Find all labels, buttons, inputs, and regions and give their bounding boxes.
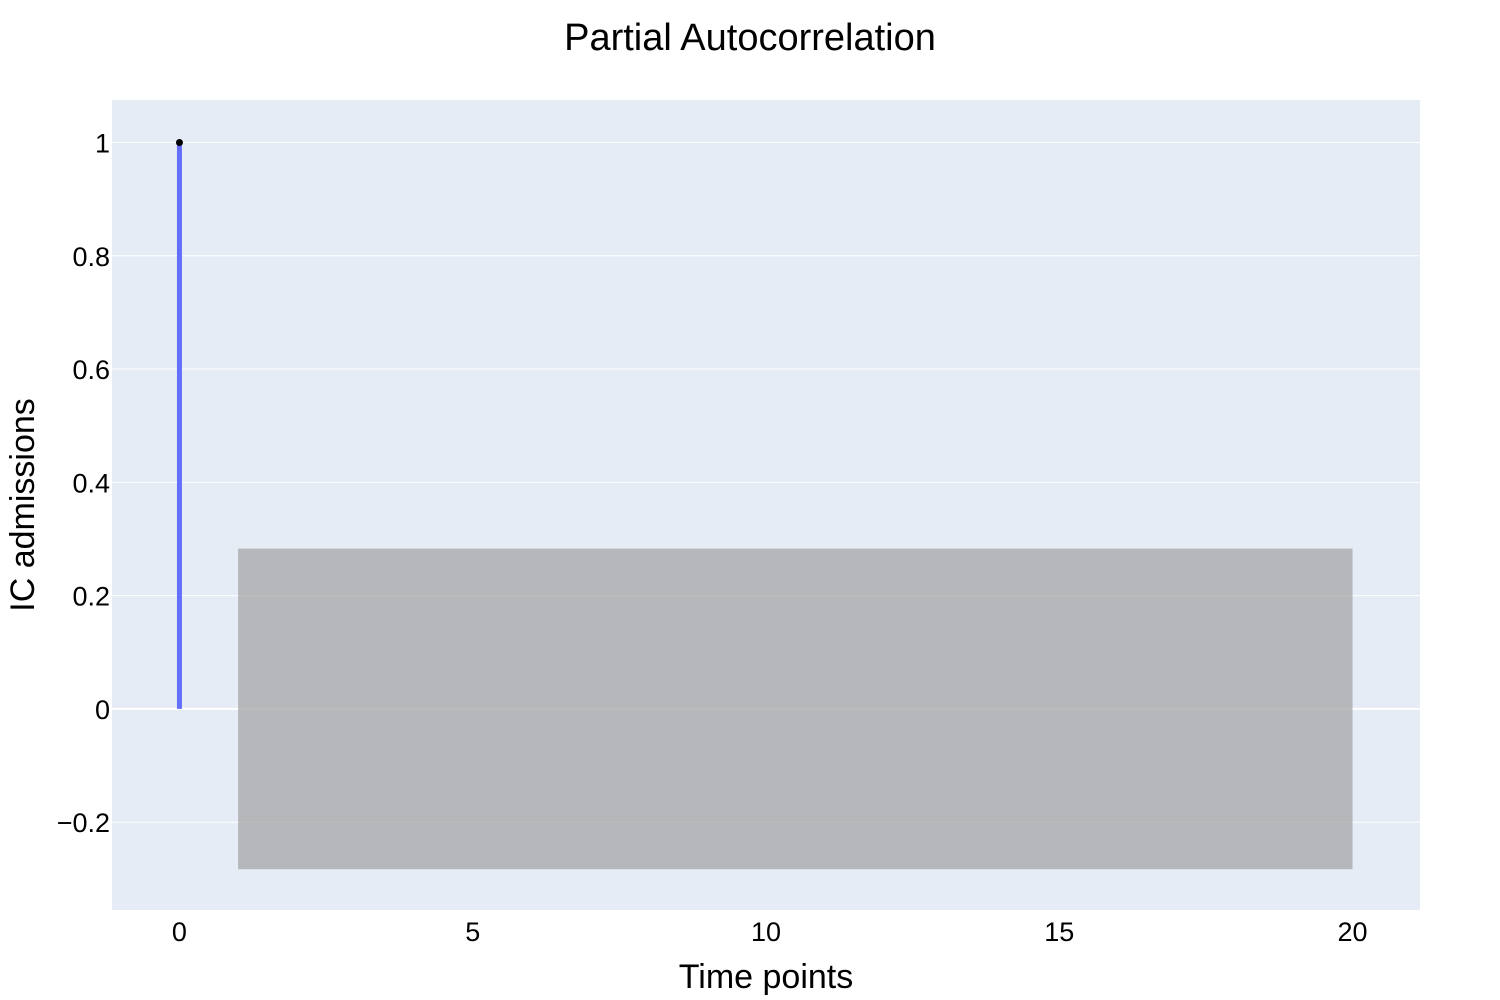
x-tick-label: 0 xyxy=(172,917,187,947)
x-tick-label: 15 xyxy=(1044,917,1074,947)
y-axis-title: IC admissions xyxy=(4,398,42,612)
confidence-band xyxy=(238,548,1353,870)
x-tick-label: 5 xyxy=(465,917,480,947)
y-tick-label: 0.6 xyxy=(72,355,110,385)
y-tick-label: 0.4 xyxy=(72,468,110,498)
y-axis-ticks: −0.2 0 0.2 0.4 0.6 0.8 1 xyxy=(57,128,110,838)
x-axis-title: Time points xyxy=(679,958,853,996)
y-tick-label: −0.2 xyxy=(57,808,110,838)
y-tick-label: 1 xyxy=(95,128,110,158)
x-axis-ticks: 0 5 10 15 20 xyxy=(172,917,1368,947)
y-tick-label: 0.8 xyxy=(72,242,110,272)
chart-title: Partial Autocorrelation xyxy=(564,17,936,59)
y-tick-label: 0 xyxy=(95,695,110,725)
x-tick-label: 10 xyxy=(751,917,781,947)
stems-layer xyxy=(175,138,183,709)
confidence-band-layer xyxy=(238,548,1353,870)
y-tick-label: 0.2 xyxy=(72,582,110,612)
pacf-point xyxy=(175,138,183,146)
x-tick-label: 20 xyxy=(1338,917,1368,947)
